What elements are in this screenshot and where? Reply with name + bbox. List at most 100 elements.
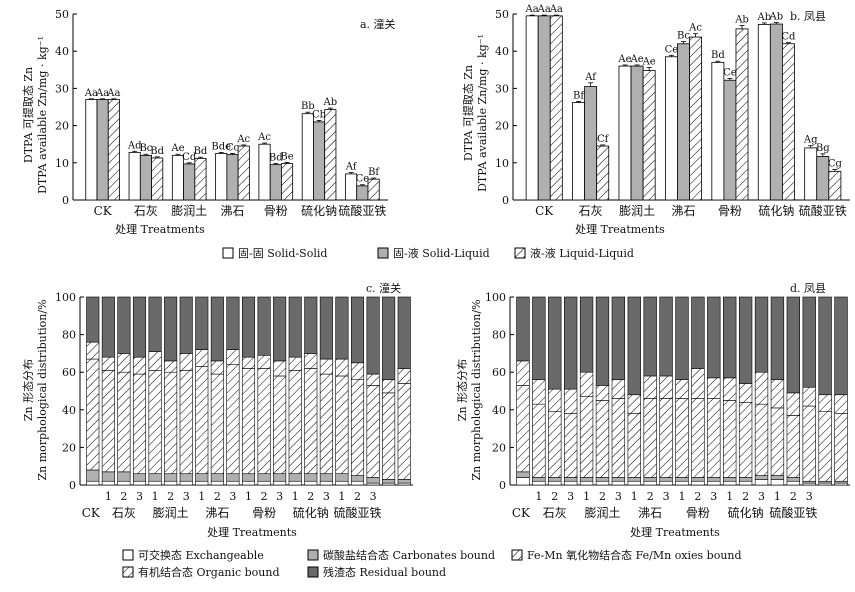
- chart-c-ylabel-en: Zn morphological distribution/%: [36, 299, 49, 480]
- chart-d-sub-label: 2: [551, 490, 558, 503]
- chart-c-stack-segment: [164, 371, 178, 475]
- chart-b-category-label: 骨粉: [718, 204, 742, 218]
- chart-b-bar: [630, 65, 644, 201]
- chart-c-stack-segment: [273, 360, 287, 377]
- chart-d-stack-segment: [723, 477, 737, 482]
- chart-c-stack-segment: [226, 364, 240, 475]
- chart-c-stack-segment: [164, 473, 178, 482]
- chart-c-stack-segment: [210, 473, 224, 482]
- chart-b-category-label: 硫化钠: [758, 203, 794, 218]
- legend-bottom-item-exchangeable: 可交换态 Exchangeable: [122, 548, 264, 562]
- chart-d-stack-segment: [595, 400, 610, 478]
- chart-d-stack-segment: [802, 405, 816, 482]
- chart-a-bar: [128, 151, 141, 201]
- chart-d-stack-segment: [707, 480, 721, 486]
- chart-c-stack-segment: [101, 356, 115, 371]
- chart-d-stack-segment: [659, 477, 673, 482]
- chart-c-stack-segment: [86, 480, 100, 486]
- chart-d-stack-segment: [627, 477, 641, 482]
- chart-c-group-label: 硫酸亚铁: [333, 505, 381, 520]
- chart-b-bar: [804, 147, 818, 201]
- chart-c-stack-segment: [210, 373, 224, 475]
- chart-c-y-tick-label: 40: [62, 404, 76, 417]
- chart-d-group-label: 硫酸亚铁: [769, 505, 817, 520]
- chart-a-y-tick-label: 50: [55, 8, 69, 21]
- chart-b-ylabel-en: DTPA available Zn/mg · kg⁻¹: [476, 34, 489, 192]
- chart-d-sub-label: 2: [694, 490, 701, 503]
- chart-c-stack-segment: [273, 473, 287, 482]
- chart-c-stack-segment: [304, 480, 318, 486]
- chart-c-stack-segment: [335, 473, 349, 482]
- chart-d-sub-label: 1: [583, 490, 590, 503]
- chart-a-y-tick-label: 10: [55, 157, 69, 170]
- chart-c-stack-segment: [335, 375, 349, 475]
- chart-a-y-tick-label: 20: [55, 120, 69, 133]
- chart-a-ylabel-en: DTPA available Zn/mg · kg⁻¹: [36, 36, 49, 194]
- chart-b-bar: [723, 79, 737, 201]
- chart-d-stack-segment: [802, 296, 816, 388]
- chart-d-stack-segment: [675, 480, 689, 486]
- chart-d-stack-segment: [691, 296, 705, 369]
- legend-top-swatch-liquid-liquid: [514, 247, 526, 259]
- chart-b-data-label: Bd: [711, 50, 725, 61]
- chart-c-stack-segment: [179, 480, 193, 486]
- chart-d-stack-segment: [834, 394, 848, 414]
- chart-a-data-label: Cd: [182, 152, 197, 163]
- chart-c-stack-segment: [319, 373, 333, 475]
- chart-d-stack-segment: [707, 296, 721, 379]
- chart-c-stack-segment: [132, 373, 147, 475]
- chart-c-stack-segment: [241, 368, 256, 475]
- chart-d-stack-segment: [659, 398, 673, 478]
- chart-c-stack-segment: [366, 296, 380, 375]
- chart-c-stack-segment: [132, 480, 147, 486]
- chart-a-data-label: Ab: [323, 97, 338, 108]
- legend-bottom-swatch-femn: [511, 549, 523, 561]
- chart-c-stack-segment: [304, 473, 318, 482]
- chart-c-stack-segment: [86, 358, 100, 471]
- chart-d-stack-segment: [723, 480, 737, 486]
- chart-d-stack-segment: [532, 480, 546, 486]
- chart-b-data-label: Cd: [781, 32, 796, 43]
- legend-top-swatch-solid-solid: [222, 247, 234, 259]
- legend-top: 固-固 Solid-Solid 固-液 Solid-Liquid 液-液 Liq…: [222, 246, 634, 260]
- chart-d-stack-segment: [643, 477, 657, 482]
- chart-d-stack-segment: [738, 296, 753, 384]
- chart-d-stack-segment: [770, 379, 785, 409]
- chart-c-stack-segment: [101, 296, 115, 358]
- chart-b-bar: [735, 28, 749, 201]
- chart-a-data-label: Af: [345, 161, 358, 172]
- chart-d-stack-segment: [579, 371, 594, 397]
- legend-top-item-liquid-liquid: 液-液 Liquid-Liquid: [514, 246, 634, 260]
- chart-b-bar: [689, 36, 703, 201]
- chart-b-bar: [677, 43, 690, 201]
- chart-c-group-label: 沸石: [205, 506, 229, 520]
- chart-d-group-label: 硫化钠: [728, 505, 764, 520]
- legend-bottom-item-femn: Fe-Mn 氧化物结合态 Fe/Mn oxies bound: [511, 548, 742, 562]
- chart-c-stack-segment: [397, 368, 411, 384]
- chart-c-y-tick-label: 100: [55, 291, 76, 304]
- chart-c-stack-segment: [241, 473, 256, 482]
- chart-a-data-label: Bf: [368, 167, 380, 178]
- chart-c-stack-segment: [319, 480, 333, 486]
- chart-b-category-label: 石灰: [579, 204, 603, 218]
- chart-c-group-label: 石灰: [112, 506, 136, 520]
- chart-d-stack-segment: [627, 296, 641, 396]
- chart-d-stack-segment: [754, 296, 769, 373]
- legend-bottom-item-carbonates: 碳酸盐结合态 Carbonates bound: [307, 548, 495, 562]
- chart-c-stack-segment: [117, 296, 131, 354]
- chart-c-group-label: CK: [82, 506, 101, 520]
- chart-a-data-label: Ce: [356, 174, 370, 185]
- chart-c-stack-segment: [117, 371, 131, 473]
- chart-d-xlabel: 处理 Treatments: [630, 526, 720, 539]
- chart-d-sub-label: 3: [663, 490, 670, 503]
- chart-c-stack-segment: [195, 366, 209, 475]
- chart-c-stack-segment: [335, 358, 349, 377]
- chart-b-y-tick-label: 50: [495, 8, 509, 21]
- chart-d-fengxian: d. 凤县 处理 Treatments Zn 形态分布 Zn morpholog…: [456, 282, 850, 539]
- chart-d-stack-segment: [818, 394, 832, 412]
- chart-c-stack-segment: [288, 356, 302, 371]
- chart-b-data-label: Ce: [723, 67, 737, 78]
- chart-c-stack-segment: [350, 379, 365, 476]
- chart-c-stack-segment: [148, 480, 162, 486]
- legend-bottom-label-carbonates: 碳酸盐结合态 Carbonates bound: [323, 548, 495, 562]
